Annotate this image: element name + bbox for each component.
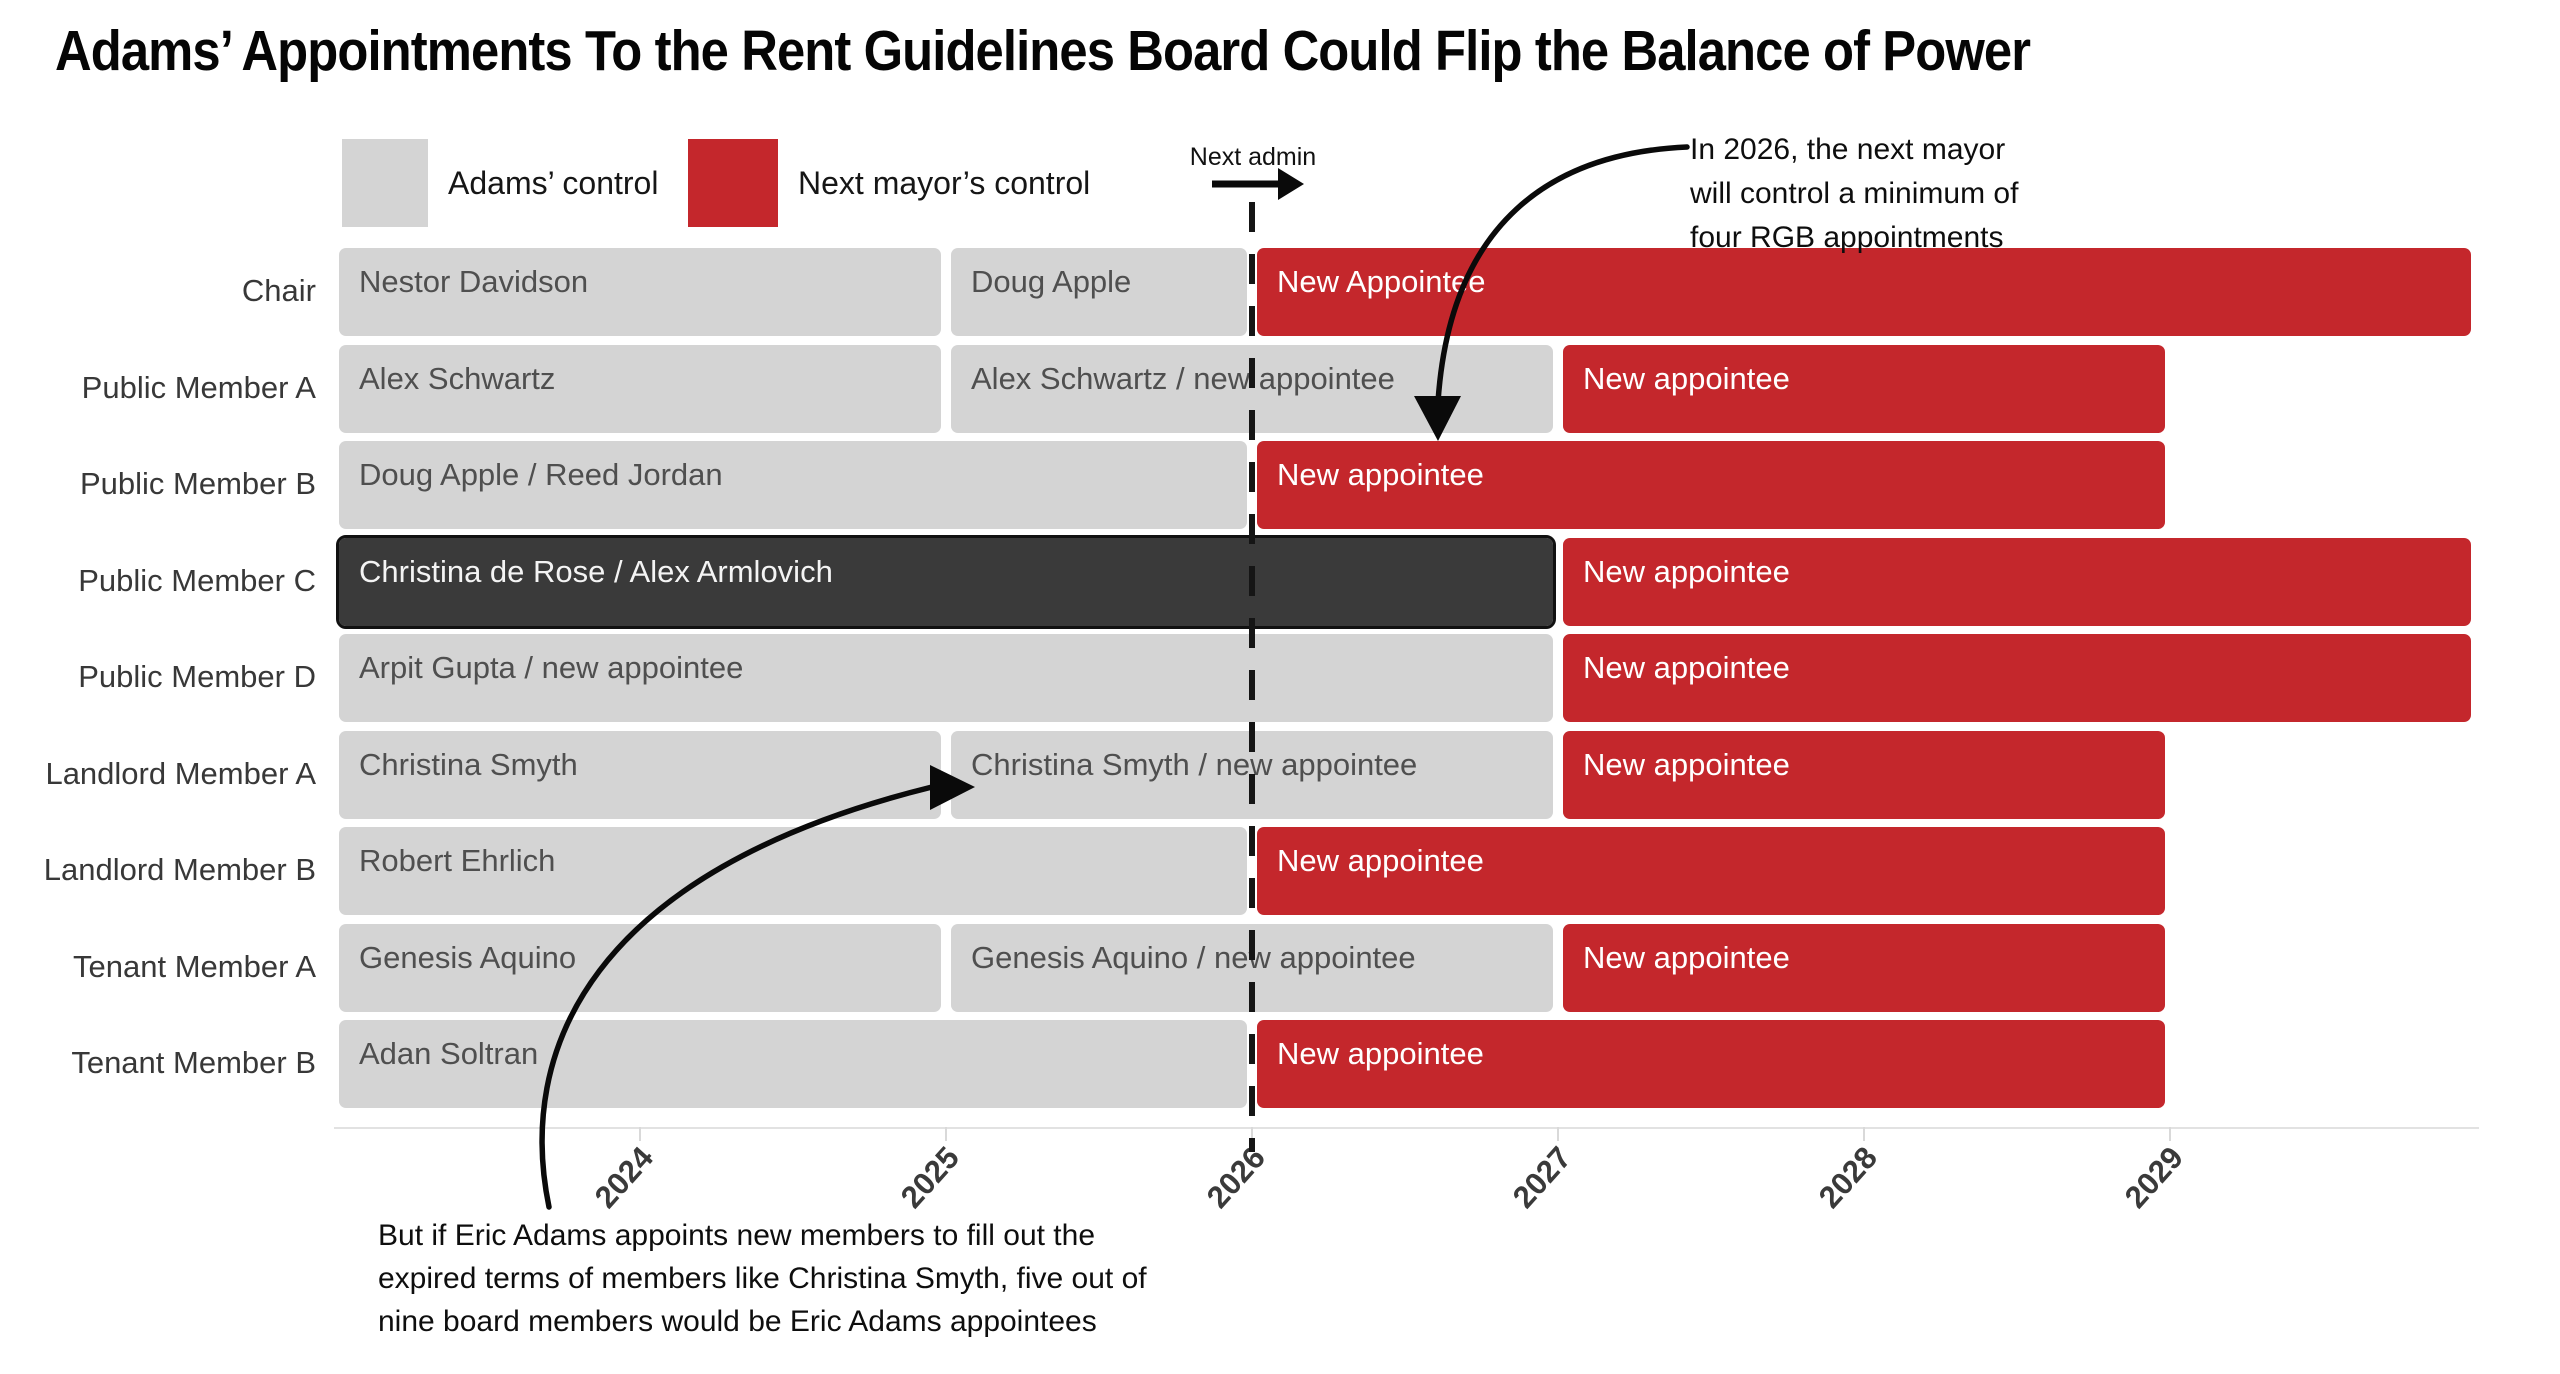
x-axis-tick <box>945 1127 947 1141</box>
row-label: Tenant Member A <box>73 948 316 984</box>
legend-swatch-next-mayor-control <box>688 139 778 227</box>
term-bar-segment: New appointee <box>1563 634 2471 722</box>
annotation-line: But if Eric Adams appoints new members t… <box>378 1219 1095 1252</box>
x-axis-tick <box>1557 1127 1559 1141</box>
annotation-line: expired terms of members like Christina … <box>378 1262 1147 1295</box>
row-label: Public Member D <box>78 659 316 694</box>
term-bar-segment: Doug Apple <box>951 248 1247 336</box>
x-axis-year-label: 2028 <box>1811 1140 1885 1215</box>
term-bar-segment: New appointee <box>1257 827 2165 915</box>
term-bar-segment: Robert Ehrlich <box>339 827 1247 915</box>
x-axis-line <box>334 1127 2479 1129</box>
legend-label-next-mayor-control: Next mayor’s control <box>798 164 1091 201</box>
annotation-top: In 2026, the next mayor will control a m… <box>1690 128 2018 260</box>
legend-swatch-adams-control <box>342 139 428 227</box>
term-bar-segment: Christina de Rose / Alex Armlovich <box>336 534 1556 629</box>
annotation-line: four RGB appointments <box>1690 221 2004 254</box>
term-bar-segment: Nestor Davidson <box>339 248 941 336</box>
term-bar-segment: New appointee <box>1257 1020 2165 1108</box>
term-bar-segment: New appointee <box>1257 441 2165 529</box>
term-bar-segment: New appointee <box>1563 344 2165 433</box>
term-bar-segment: New appointee <box>1563 730 2165 819</box>
annotation-line: nine board members would be Eric Adams a… <box>378 1305 1097 1338</box>
next-admin-arrow-icon <box>1212 168 1304 200</box>
row-label: Public Member A <box>81 369 316 405</box>
row-label: Chair <box>241 273 316 308</box>
next-admin-divider-dashed-line <box>1249 202 1255 1152</box>
row-label: Tenant Member B <box>71 1045 316 1080</box>
annotation-bottom: But if Eric Adams appoints new members t… <box>378 1214 1147 1343</box>
legend-label-adams-control: Adams’ control <box>448 164 659 201</box>
term-bar-segment: Doug Apple / Reed Jordan <box>339 441 1247 529</box>
annotation-line: will control a minimum of <box>1690 177 2019 210</box>
x-axis-year-label: 2026 <box>1199 1140 1273 1215</box>
row-label: Public Member B <box>79 466 316 501</box>
x-axis-year-label: 2027 <box>1505 1140 1579 1215</box>
term-bar-segment: Genesis Aquino <box>339 923 941 1012</box>
x-axis-year-label: 2029 <box>2117 1140 2191 1215</box>
term-bar-segment: Christina Smyth <box>339 730 941 819</box>
x-axis-tick <box>2169 1127 2171 1141</box>
term-bar-segment: Adan Soltran <box>339 1020 1247 1108</box>
annotation-line: In 2026, the next mayor <box>1690 133 2006 166</box>
row-label: Public Member C <box>78 562 316 598</box>
row-label: Landlord Member B <box>43 852 316 887</box>
x-axis-tick <box>639 1127 641 1141</box>
term-bar-segment: Alex Schwartz <box>339 344 941 433</box>
next-admin-label: Next admin <box>1189 143 1317 171</box>
term-bar-segment: New Appointee <box>1257 248 2471 336</box>
term-bar-segment: Arpit Gupta / new appointee <box>339 634 1553 722</box>
term-bar-segment: New appointee <box>1563 537 2471 626</box>
row-label: Landlord Member A <box>45 755 316 791</box>
term-bar-segment: New appointee <box>1563 923 2165 1012</box>
page-title: Adams’ Appointments To the Rent Guidelin… <box>55 19 2031 83</box>
x-axis-tick <box>1863 1127 1865 1141</box>
